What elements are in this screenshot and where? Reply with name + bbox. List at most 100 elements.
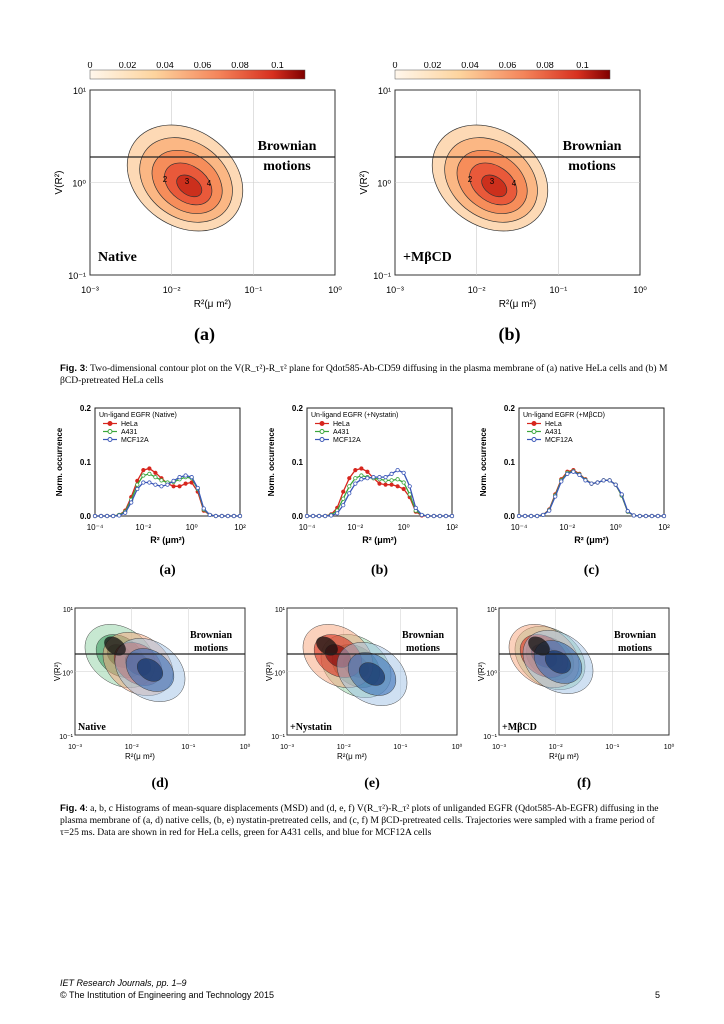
y-tick: 10¹ [73, 86, 86, 96]
y-axis-label: V(R²) [477, 662, 486, 681]
data-point [147, 480, 152, 485]
data-point [359, 477, 364, 482]
data-point [547, 508, 552, 513]
data-point [304, 513, 310, 519]
x-tick: 10⁻³ [68, 744, 82, 751]
data-point [177, 484, 182, 489]
data-point [383, 475, 388, 480]
data-point [625, 509, 630, 514]
legend-entry: MCF12A [333, 437, 361, 444]
data-point [141, 468, 146, 473]
colorbar-tick: 0.08 [231, 62, 249, 70]
data-point [413, 505, 418, 511]
data-point [165, 482, 170, 487]
x-tick: 10⁻² [125, 744, 139, 751]
y-tick: 10⁰ [72, 179, 86, 189]
data-point [98, 513, 104, 519]
y-axis-label: Norm. occurrence [479, 427, 488, 496]
data-point [371, 475, 376, 480]
y-axis-label: V(R²) [359, 171, 370, 195]
chart-title: Un-ligand EGFR (+MβCD) [523, 412, 605, 419]
data-point [661, 513, 667, 519]
contour-number: 3 [185, 177, 190, 186]
data-point [395, 477, 400, 482]
footer-copyright: © The Institution of Engineering and Tec… [60, 990, 274, 1000]
data-point [589, 481, 594, 486]
colorbar-tick: 0.1 [576, 62, 589, 70]
fig3-panel-1: 0 0.02 0.04 0.06 0.08 0.1 2 3 4 Brownian motions Na… [54, 62, 342, 345]
data-point [601, 478, 606, 483]
y-axis-label: V(R²) [265, 662, 274, 681]
x-tick: 10⁰ [186, 523, 198, 532]
data-point [147, 471, 152, 476]
y-tick: 10⁰ [274, 670, 285, 678]
x-tick: 10⁰ [610, 523, 622, 532]
data-point [559, 479, 564, 484]
data-point [449, 513, 455, 519]
y-tick: 10⁻¹ [483, 734, 497, 741]
panel-letter: (a) [194, 324, 215, 345]
data-point [359, 473, 364, 478]
data-point [643, 513, 648, 519]
x-tick: 10⁻³ [280, 744, 294, 751]
vr2-panel-3: Brownian motions +MβCD 10¹ 10⁰ 10⁻¹ V(R²) 10⁻³ 1… [477, 607, 674, 791]
data-point [437, 513, 443, 519]
contour-peak [316, 636, 338, 656]
data-point [619, 492, 624, 497]
condition-label: Native [98, 250, 137, 265]
x-tick: 10⁻¹ [549, 285, 567, 295]
data-point [329, 513, 334, 518]
y-tick: 10⁻¹ [59, 734, 73, 741]
colorbar-tick: 0.02 [119, 62, 137, 70]
colorbar-tick: 0.08 [536, 62, 554, 70]
data-point [171, 478, 176, 484]
data-point [407, 484, 412, 489]
x-tick: 10⁻³ [81, 285, 99, 295]
data-point [637, 513, 642, 519]
data-point [129, 500, 134, 505]
y-tick: 10¹ [63, 607, 74, 614]
y-tick: 0.2 [504, 404, 516, 413]
y-tick: 0.1 [292, 458, 304, 467]
y-tick: 0.2 [80, 404, 92, 413]
data-point [92, 513, 98, 519]
data-point [316, 513, 322, 519]
x-tick: 10⁰ [398, 523, 410, 532]
vr2-panel-2: Brownianmotions+Nystatin10¹10⁰10⁻¹V(R²)1… [265, 607, 462, 791]
colorbar [89, 69, 306, 80]
data-point [310, 513, 316, 519]
data-point [347, 491, 352, 496]
data-point [377, 481, 382, 486]
data-point [353, 481, 358, 486]
histogram-panel-1: 0.2 0.1 0.0 Norm. occurrence 10⁻⁴ 10⁻² 10⁰ 10² R… [55, 404, 246, 578]
brownian-label: Brownian [190, 630, 232, 641]
legend-entry: A431 [121, 429, 137, 436]
x-axis-label: R²(μ m²) [194, 299, 231, 310]
colorbar-tick: 0.04 [156, 62, 174, 70]
x-axis-label: R²(μ m²) [337, 752, 367, 761]
contour-number: 2 [468, 175, 473, 184]
y-tick: 10¹ [378, 86, 391, 96]
data-point [213, 513, 218, 519]
y-tick: 0.1 [80, 458, 92, 467]
data-point [183, 473, 188, 478]
plot-frame [306, 407, 453, 517]
motions-label: motions [406, 643, 440, 654]
brownian-label: Brownian [402, 630, 444, 641]
data-point [401, 480, 406, 485]
x-tick: 10⁻⁴ [299, 523, 316, 532]
data-point [655, 513, 661, 519]
x-axis-label: R²(μ m²) [549, 752, 579, 761]
footer-journal: IET Research Journals, pp. 1–9 [60, 978, 187, 988]
x-tick: 10⁻¹ [244, 285, 262, 295]
data-point [104, 513, 110, 519]
data-point [389, 482, 394, 487]
y-tick: 10⁰ [377, 179, 391, 189]
panel-letter: (b) [499, 324, 521, 345]
data-point [341, 489, 346, 494]
data-point [649, 513, 655, 519]
data-point [425, 513, 430, 519]
condition-label: Native [78, 722, 106, 733]
data-point [141, 480, 146, 485]
figure-3: 0 0.02 0.04 0.06 0.08 0.1 2 3 4 Brownian motions Na… [54, 62, 647, 345]
